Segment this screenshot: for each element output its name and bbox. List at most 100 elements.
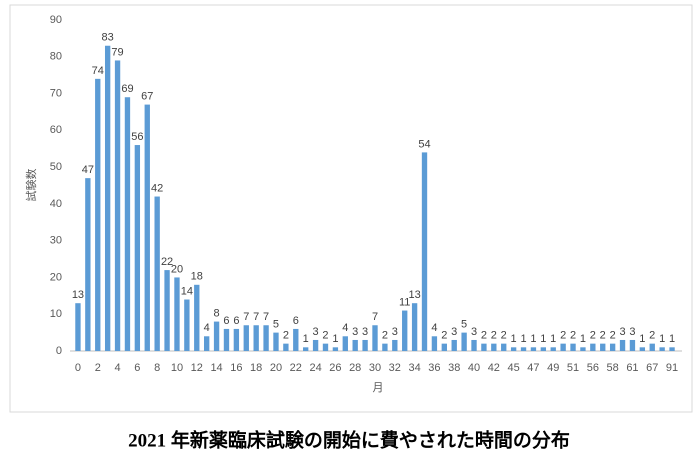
value-label: 2 [481,330,487,342]
value-label: 2 [382,330,388,342]
y-tick-label: 10 [50,308,62,320]
x-tick-label: 56 [587,362,599,374]
x-tick-label: 16 [230,362,242,374]
bar [164,270,170,351]
value-label: 67 [141,90,153,102]
bar [600,343,606,351]
x-tick-label: 20 [270,362,282,374]
chart-frame [9,4,693,413]
value-label: 83 [102,32,114,44]
value-label: 1 [511,333,517,345]
bar [659,347,665,351]
value-label: 2 [491,330,497,342]
value-label: 7 [263,311,269,323]
bar [649,343,655,351]
bar [501,343,507,351]
bar [382,343,388,351]
value-label: 3 [362,326,368,338]
value-label: 2 [600,330,606,342]
bar [95,78,101,351]
value-label: 8 [214,307,220,319]
value-label: 2 [610,330,616,342]
x-tick-label: 12 [191,362,203,374]
value-label: 2 [501,330,507,342]
y-tick-label: 0 [56,345,62,357]
value-label: 1 [669,333,675,345]
value-label: 2 [649,330,655,342]
value-label: 3 [451,326,457,338]
bar [253,325,259,351]
value-label: 14 [181,285,193,297]
bar [431,336,438,351]
value-label: 1 [580,333,586,345]
bar [520,347,527,351]
bar [550,347,556,351]
x-tick-label: 34 [408,362,420,374]
x-tick-label: 51 [567,362,579,374]
x-tick-label: 42 [488,362,500,374]
y-tick-label: 40 [50,198,62,210]
value-label: 7 [243,311,249,323]
value-label: 13 [72,289,84,301]
bar [154,196,160,351]
y-tick-label: 90 [50,14,62,26]
value-label: 54 [418,138,430,150]
x-tick-label: 6 [134,362,140,374]
value-label: 2 [570,330,576,342]
bar [75,303,81,351]
x-tick-label: 36 [428,362,440,374]
bar [540,347,547,351]
value-label: 11 [399,296,410,308]
value-label: 5 [461,319,467,331]
value-label: 3 [352,326,358,338]
bar [144,104,150,351]
bar [243,325,249,351]
value-label: 6 [223,315,229,327]
value-label: 1 [520,333,526,345]
bar [293,328,299,351]
x-tick-label: 47 [527,362,539,374]
y-tick-label: 30 [50,235,62,247]
bar [421,152,428,351]
value-label: 13 [408,289,420,301]
x-tick-label: 4 [114,362,120,374]
bar [560,343,566,351]
y-axis-label: 試験数 [24,169,38,202]
y-tick-label: 70 [50,87,62,99]
y-tick-label: 20 [50,271,62,283]
bar [411,303,418,351]
bar [570,343,576,351]
x-tick-label: 28 [349,362,361,374]
value-label: 18 [191,271,203,283]
x-tick-label: 49 [547,362,559,374]
bar [619,339,626,351]
bar [372,325,378,351]
y-tick-label: 60 [50,124,62,136]
bar [639,347,646,351]
value-label: 42 [151,182,163,194]
bar [441,343,447,351]
bar [322,343,329,351]
value-label: 20 [171,263,183,275]
x-tick-label: 8 [154,362,160,374]
bar [213,321,220,351]
bar [491,343,497,351]
value-label: 1 [540,333,546,345]
y-tick-label: 80 [50,51,62,63]
bar [471,339,477,351]
bar [203,336,210,351]
value-label: 1 [332,333,338,345]
bar [124,97,131,351]
x-tick-label: 18 [250,362,262,374]
chart-title: 2021 年新薬臨床試験の開始に費やされた時間の分布 [128,428,570,451]
value-label: 4 [431,322,437,334]
x-tick-label: 30 [369,362,381,374]
value-label: 3 [392,326,398,338]
value-label: 6 [293,315,299,327]
bar [451,339,457,351]
value-label: 2 [322,330,328,342]
value-label: 4 [342,322,348,334]
x-tick-label: 91 [666,362,678,374]
x-tick-label: 45 [507,362,519,374]
x-tick-label: 67 [646,362,658,374]
